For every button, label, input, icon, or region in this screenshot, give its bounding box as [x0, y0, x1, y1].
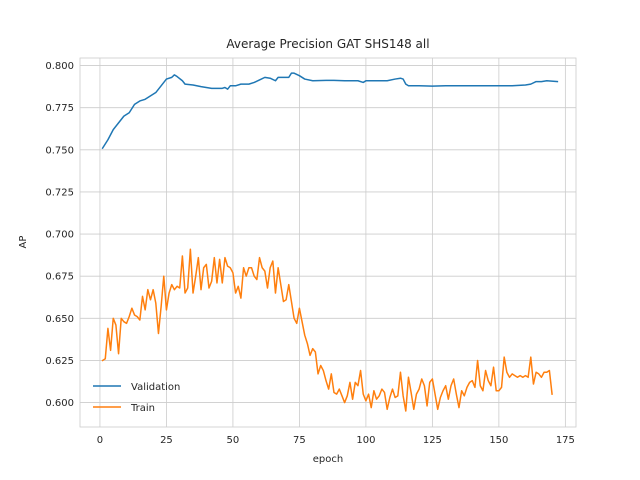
- y-tick-label: 0.625: [45, 356, 74, 367]
- x-tick-label: 125: [423, 435, 442, 446]
- chart-title: Average Precision GAT SHS148 all: [226, 37, 429, 51]
- x-tick-label: 175: [556, 435, 575, 446]
- legend: Validation Train: [93, 382, 180, 414]
- series-line-train: [101, 248, 553, 412]
- y-tick-label: 0.750: [45, 145, 74, 156]
- y-axis-label: AP: [18, 236, 29, 249]
- x-tick-label: 150: [489, 435, 508, 446]
- x-tick-label: 0: [97, 435, 103, 446]
- legend-label-validation: Validation: [131, 382, 180, 393]
- y-tick-label: 0.675: [45, 272, 74, 283]
- y-tick-label: 0.650: [45, 314, 74, 325]
- grid: [80, 58, 576, 427]
- tick-labels: 0 25 50 75 100 125 150 175 0.600 0.625 0.650 0.675 0…: [45, 61, 575, 446]
- y-tick-label: 0.775: [45, 103, 74, 114]
- y-tick-label: 0.600: [45, 398, 74, 409]
- x-tick-label: 25: [160, 435, 173, 446]
- series-layer: [101, 72, 559, 412]
- x-tick-label: 100: [356, 435, 375, 446]
- x-axis-label: epoch: [313, 454, 343, 465]
- legend-label-train: Train: [130, 403, 155, 414]
- plot-frame: [79, 57, 577, 428]
- y-tick-label: 0.700: [45, 230, 74, 241]
- x-tick-label: 50: [227, 435, 240, 446]
- y-tick-label: 0.800: [45, 61, 74, 72]
- x-tick-label: 75: [293, 435, 306, 446]
- series-line-validation: [101, 72, 559, 150]
- y-tick-label: 0.725: [45, 187, 74, 198]
